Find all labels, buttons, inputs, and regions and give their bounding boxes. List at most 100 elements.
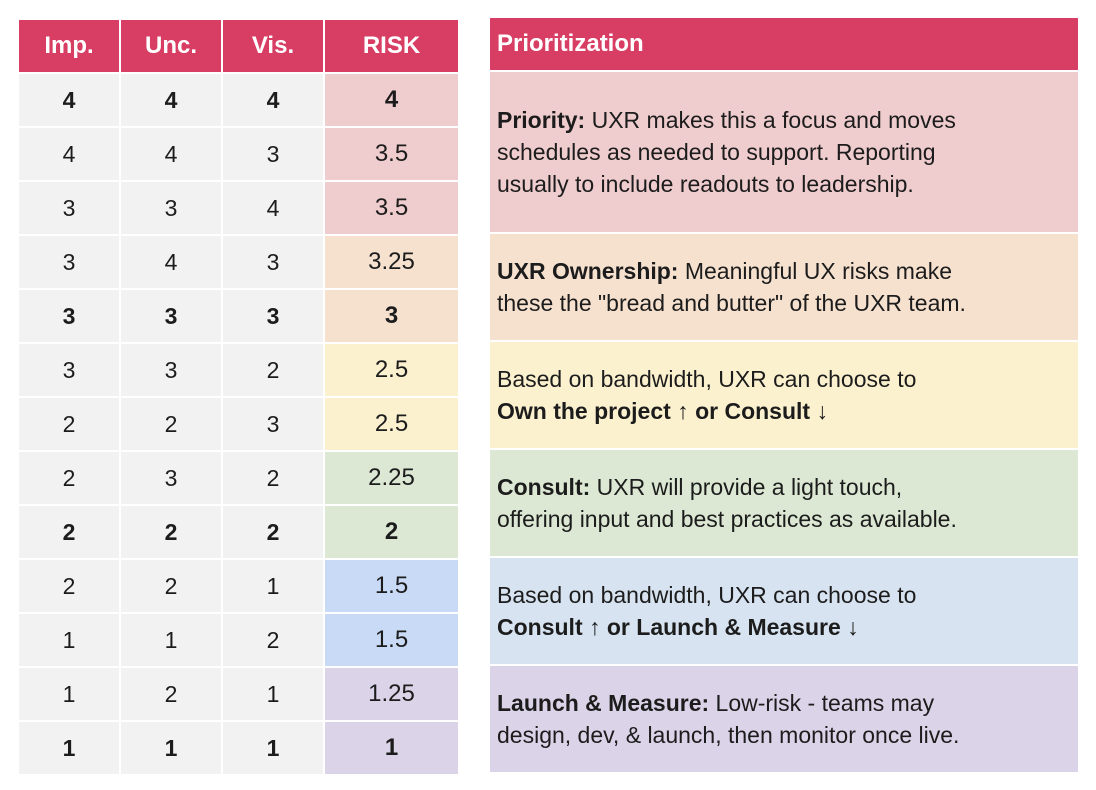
uncertainty-cell: 4 (121, 236, 221, 288)
risk-cell: 2.25 (325, 452, 458, 504)
text-line: usually to include readouts to leadershi… (497, 168, 956, 200)
uncertainty-cell: 2 (121, 398, 221, 450)
prioritization-text: Based on bandwidth, UXR can choose to Con… (497, 579, 916, 643)
risk-cell: 3.5 (325, 128, 458, 180)
text: Based on bandwidth, UXR can choose to (497, 582, 917, 608)
prioritization-block: Based on bandwidth, UXR can choose to Own… (490, 342, 1078, 448)
text: UXR will provide a light touch, (590, 474, 903, 500)
risk-scoring-table: Imp. Unc. Vis. RISK 4 4 4 4 4 4 3 3.5 3 3 4 3.5 3 4 3 3… (17, 18, 460, 776)
visibility-cell: 1 (223, 722, 323, 774)
text: design, dev, & launch, then monitor once… (497, 722, 960, 748)
header-importance: Imp. (19, 20, 119, 72)
risk-cell: 2 (325, 506, 458, 558)
prioritization-panel: Prioritization Priority: UXR makes this … (490, 18, 1078, 772)
bold-text: Consult: (497, 474, 591, 500)
risk-cell: 3.25 (325, 236, 458, 288)
importance-cell: 3 (19, 182, 119, 234)
uncertainty-cell: 2 (121, 668, 221, 720)
importance-cell: 4 (19, 74, 119, 126)
visibility-cell: 3 (223, 398, 323, 450)
prioritization-text: Priority: UXR makes this a focus and mov… (497, 104, 956, 200)
visibility-cell: 2 (223, 506, 323, 558)
risk-cell: 3.5 (325, 182, 458, 234)
text-line: Based on bandwidth, UXR can choose to (497, 579, 916, 611)
table-row: 3 4 3 3.25 (19, 236, 458, 288)
text: UXR makes this a focus and moves (585, 107, 956, 133)
uncertainty-cell: 3 (121, 344, 221, 396)
prioritization-text: Launch & Measure: Low-risk - teams may de… (497, 687, 959, 751)
prioritization-header: Prioritization (490, 18, 1078, 70)
importance-cell: 1 (19, 668, 119, 720)
importance-cell: 3 (19, 290, 119, 342)
text: Meaningful UX risks make (678, 258, 953, 284)
table-row: 3 3 2 2.5 (19, 344, 458, 396)
importance-cell: 2 (19, 452, 119, 504)
table-row: 2 2 3 2.5 (19, 398, 458, 450)
bold-text: Priority: (497, 107, 586, 133)
prioritization-block: UXR Ownership: Meaningful UX risks make t… (490, 234, 1078, 340)
header-visibility: Vis. (223, 20, 323, 72)
text-line: these the "bread and butter" of the UXR … (497, 287, 966, 319)
text-line: schedules as needed to support. Reportin… (497, 136, 956, 168)
visibility-cell: 3 (223, 128, 323, 180)
risk-cell: 1.5 (325, 560, 458, 612)
text-line: offering input and best practices as ava… (497, 503, 957, 535)
text: offering input and best practices as ava… (497, 506, 957, 532)
text: Low-risk - teams may (709, 690, 935, 716)
text-line: Consult ↑ or Launch & Measure ↓ (497, 611, 916, 643)
prioritization-text: UXR Ownership: Meaningful UX risks make t… (497, 255, 966, 319)
visibility-cell: 4 (223, 74, 323, 126)
visibility-cell: 3 (223, 290, 323, 342)
text: usually to include readouts to leadershi… (497, 171, 914, 197)
visibility-cell: 2 (223, 344, 323, 396)
visibility-cell: 2 (223, 452, 323, 504)
prioritization-text: Based on bandwidth, UXR can choose to Own… (497, 363, 916, 427)
risk-table-body: 4 4 4 4 4 4 3 3.5 3 3 4 3.5 3 4 3 3.25 3 3 3 3 3 3 2 2.5 2 2 3 2.5 2… (19, 74, 458, 774)
uncertainty-cell: 2 (121, 506, 221, 558)
importance-cell: 3 (19, 236, 119, 288)
visibility-cell: 3 (223, 236, 323, 288)
visibility-cell: 2 (223, 614, 323, 666)
risk-cell: 2.5 (325, 398, 458, 450)
text: schedules as needed to support. Reportin… (497, 139, 936, 165)
uncertainty-cell: 1 (121, 722, 221, 774)
uncertainty-cell: 3 (121, 452, 221, 504)
visibility-cell: 1 (223, 668, 323, 720)
importance-cell: 2 (19, 398, 119, 450)
importance-cell: 2 (19, 506, 119, 558)
table-row: 4 4 3 3.5 (19, 128, 458, 180)
header-uncertainty: Unc. (121, 20, 221, 72)
uncertainty-cell: 4 (121, 128, 221, 180)
uncertainty-cell: 1 (121, 614, 221, 666)
text-line: Based on bandwidth, UXR can choose to (497, 363, 916, 395)
risk-cell: 4 (325, 74, 458, 126)
risk-cell: 1 (325, 722, 458, 774)
importance-cell: 1 (19, 614, 119, 666)
bold-text: Launch & Measure: (497, 690, 710, 716)
text-line: UXR Ownership: Meaningful UX risks make (497, 255, 966, 287)
risk-cell: 3 (325, 290, 458, 342)
bold-text: Own the project ↑ or Consult ↓ (497, 398, 828, 424)
header-risk: RISK (325, 20, 458, 72)
prioritization-block: Launch & Measure: Low-risk - teams may de… (490, 666, 1078, 772)
uncertainty-cell: 3 (121, 182, 221, 234)
visibility-cell: 4 (223, 182, 323, 234)
importance-cell: 4 (19, 128, 119, 180)
text: these the "bread and butter" of the UXR … (497, 290, 966, 316)
table-row: 2 2 1 1.5 (19, 560, 458, 612)
bold-text: Consult ↑ or Launch & Measure ↓ (497, 614, 859, 640)
risk-cell: 1.5 (325, 614, 458, 666)
importance-cell: 2 (19, 560, 119, 612)
prioritization-text: Consult: UXR will provide a light touch,… (497, 471, 957, 535)
prioritization-blocks: Priority: UXR makes this a focus and mov… (490, 72, 1078, 772)
text-line: Launch & Measure: Low-risk - teams may (497, 687, 959, 719)
table-row: 1 2 1 1.25 (19, 668, 458, 720)
prioritization-block: Consult: UXR will provide a light touch,… (490, 450, 1078, 556)
text-line: Consult: UXR will provide a light touch, (497, 471, 957, 503)
table-row: 2 3 2 2.25 (19, 452, 458, 504)
table-row: 1 1 2 1.5 (19, 614, 458, 666)
text-line: design, dev, & launch, then monitor once… (497, 719, 959, 751)
prioritization-block: Priority: UXR makes this a focus and mov… (490, 72, 1078, 232)
